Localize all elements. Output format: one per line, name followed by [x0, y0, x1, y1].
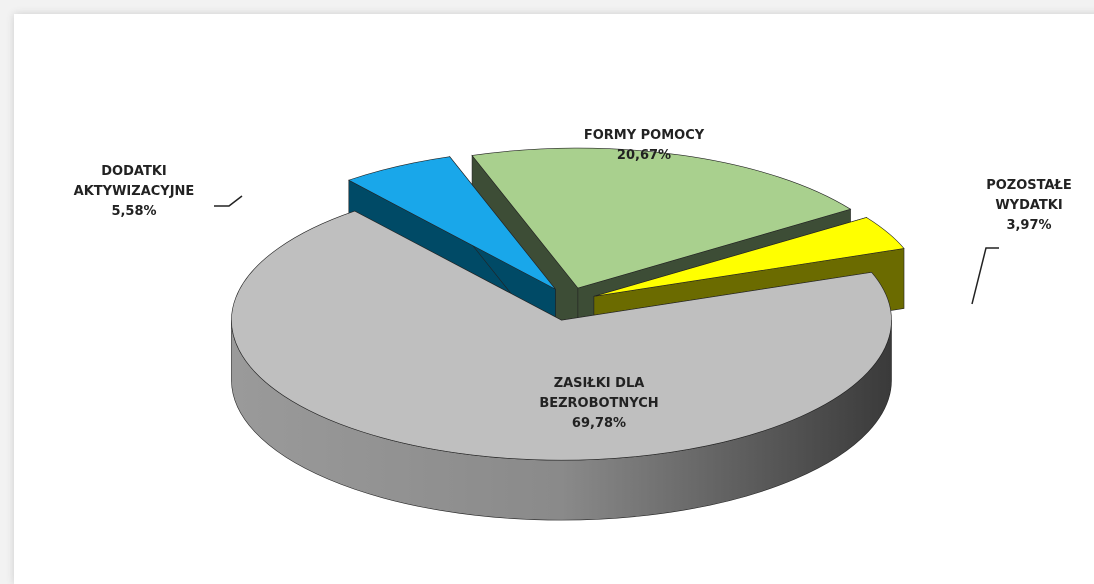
value-label: 69,78%: [571, 416, 627, 431]
chart-card: FORMY POMOCY 20,67% ZASIŁKI DLA BEZROBOT…: [14, 14, 1094, 584]
category-label: FORMY POMOCY: [583, 128, 705, 143]
category-label: POZOSTAŁE WYDATKI: [986, 178, 1072, 213]
slice-label: POZOSTAŁE WYDATKI 3,97%: [964, 176, 1094, 236]
value-label: 20,67%: [616, 148, 672, 163]
category-label: ZASIŁKI DLA BEZROBOTNYCH: [539, 376, 659, 411]
slice-label: ZASIŁKI DLA BEZROBOTNYCH 69,78%: [519, 374, 679, 434]
slice: [231, 210, 892, 461]
slice: [348, 156, 556, 290]
slice: [593, 217, 905, 297]
slice-label: FORMY POMOCY 20,67%: [514, 126, 774, 166]
value-label: 5,58%: [111, 204, 157, 219]
slice-label: DODATKI AKTYWIZACYJNE 5,58%: [54, 162, 214, 222]
slice: [471, 147, 852, 289]
leader-line: [214, 195, 243, 207]
category-label: DODATKI AKTYWIZACYJNE: [73, 164, 195, 199]
leader-line: [971, 247, 999, 305]
value-label: 3,97%: [1006, 218, 1052, 233]
page: FORMY POMOCY 20,67% ZASIŁKI DLA BEZROBOT…: [14, 14, 1094, 584]
chart: [214, 147, 999, 521]
